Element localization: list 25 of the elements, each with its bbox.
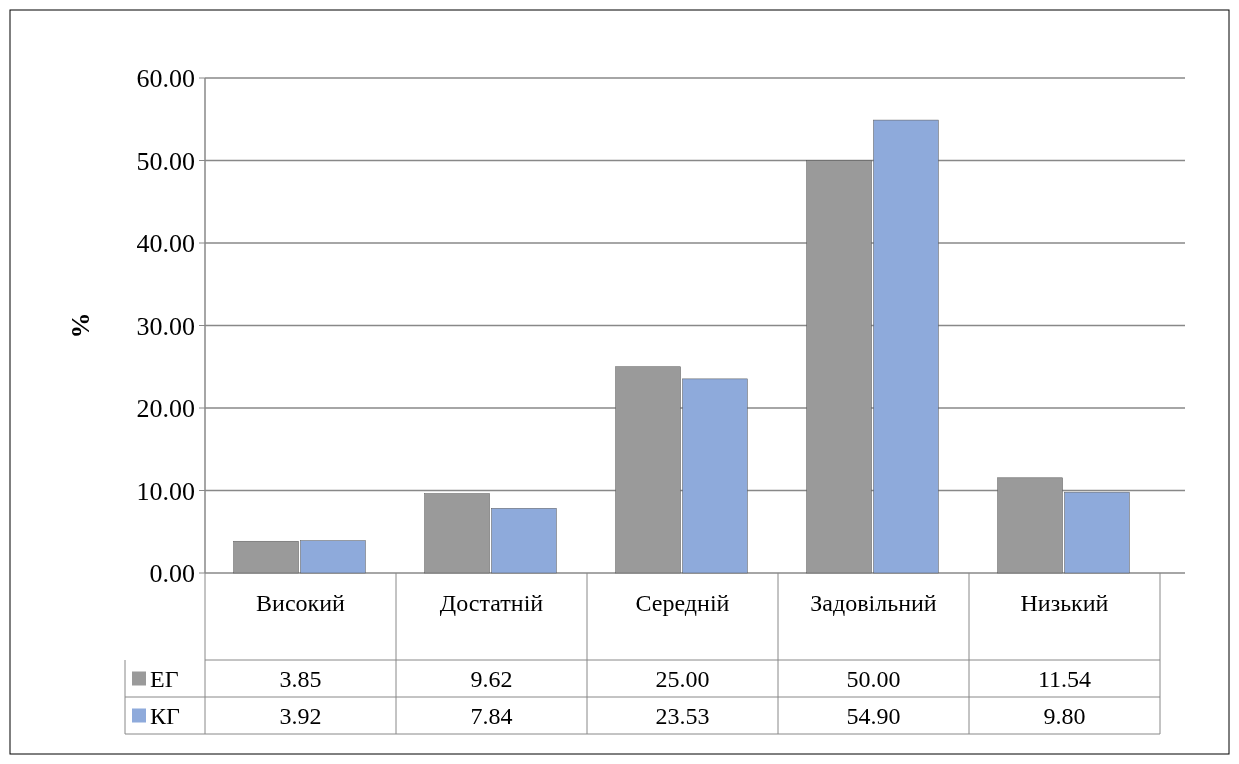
data-label: 54.90 (846, 702, 901, 729)
x-tick-label: Високий (256, 590, 346, 616)
x-tick-label: Низький (1020, 590, 1109, 616)
data-label: 9.80 (1043, 702, 1086, 729)
y-tick-label: 10.00 (136, 476, 195, 506)
y-tick-label: 40.00 (136, 229, 195, 259)
y-tick-label: 20.00 (136, 394, 195, 424)
data-label: 25.00 (655, 665, 710, 692)
data-label: 9.62 (470, 665, 513, 692)
x-tick-label: Задовільний (810, 590, 937, 616)
data-label: 23.53 (655, 702, 710, 729)
legend-label: КГ (150, 702, 181, 729)
data-label: 3.92 (279, 702, 322, 729)
legend-label: ЕГ (150, 665, 179, 692)
data-label: 7.84 (470, 702, 513, 729)
data-label: 3.85 (279, 665, 322, 692)
x-tick-label: Достатній (439, 590, 544, 616)
y-tick-label: 30.00 (136, 311, 195, 341)
x-tick-label: Середній (635, 590, 730, 616)
y-tick-label: 60.00 (136, 64, 195, 94)
data-label: 11.54 (1037, 665, 1092, 692)
y-axis-title: % (66, 312, 96, 339)
data-label: 50.00 (846, 665, 901, 692)
y-tick-label: 0.00 (149, 559, 195, 589)
y-tick-label: 50.00 (136, 146, 195, 176)
